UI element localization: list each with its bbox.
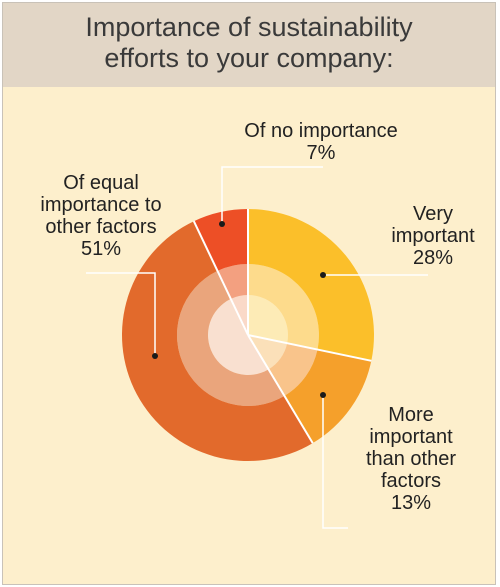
leader-equal-importance bbox=[86, 272, 156, 356]
slice-equal-importance-inner bbox=[208, 298, 269, 375]
leader-no-importance bbox=[221, 166, 323, 224]
title-line-1: Importance of sustainability bbox=[85, 12, 413, 42]
slice-more-important-outer bbox=[284, 349, 372, 444]
label-equal-line-1: Of equal bbox=[63, 172, 139, 194]
label-no-importance-name: Of no importance bbox=[244, 120, 398, 142]
label-equal-value: 51% bbox=[80, 238, 122, 260]
leader-equal-importance-dot bbox=[152, 353, 158, 359]
donut-chart bbox=[86, 166, 428, 529]
chart-title: Importance of sustainability efforts to … bbox=[3, 12, 495, 74]
label-no-importance: Of no importance 7% bbox=[226, 120, 416, 164]
label-equal-line-3: other factors bbox=[45, 216, 157, 238]
slice-equal-importance-middle bbox=[176, 270, 285, 407]
label-equal-importance: Of equal importance to other factors 51% bbox=[21, 172, 181, 260]
title-line-2: efforts to your company: bbox=[104, 43, 394, 73]
slice-very-important-outer bbox=[248, 209, 374, 361]
label-more-important: More important than other factors 13% bbox=[351, 404, 471, 514]
slice-more-important-middle bbox=[268, 343, 318, 396]
label-more-line-4: factors bbox=[380, 470, 442, 492]
label-more-line-2: important bbox=[369, 426, 453, 448]
leader-more-important-dot bbox=[320, 392, 326, 398]
label-very-value: 28% bbox=[412, 247, 454, 269]
title-banner: Importance of sustainability efforts to … bbox=[3, 3, 495, 87]
label-equal-line-2: importance to bbox=[40, 194, 162, 216]
leader-more-important bbox=[322, 395, 348, 529]
slice-no-importance-outer bbox=[193, 209, 248, 271]
label-very-line-2: important bbox=[391, 225, 475, 247]
label-very-line-1: Very bbox=[412, 203, 454, 225]
label-more-line-3: than other bbox=[365, 448, 457, 470]
leader-very-important-dot bbox=[320, 272, 326, 278]
slice-more-important-inner bbox=[248, 335, 288, 370]
slice-separator bbox=[247, 334, 314, 444]
slice-separator bbox=[247, 334, 372, 362]
leader-no-importance-dot bbox=[219, 221, 225, 227]
label-no-importance-value: 7% bbox=[306, 142, 336, 164]
slice-no-importance-middle bbox=[217, 264, 248, 299]
slice-very-important-inner bbox=[248, 295, 288, 344]
slice-very-important-middle bbox=[248, 264, 319, 350]
slice-equal-importance-outer bbox=[121, 221, 313, 462]
label-very-important: Very important 28% bbox=[378, 203, 488, 269]
slice-separator bbox=[192, 220, 249, 336]
label-more-line-1: More bbox=[388, 404, 434, 426]
label-more-value: 13% bbox=[390, 492, 432, 514]
